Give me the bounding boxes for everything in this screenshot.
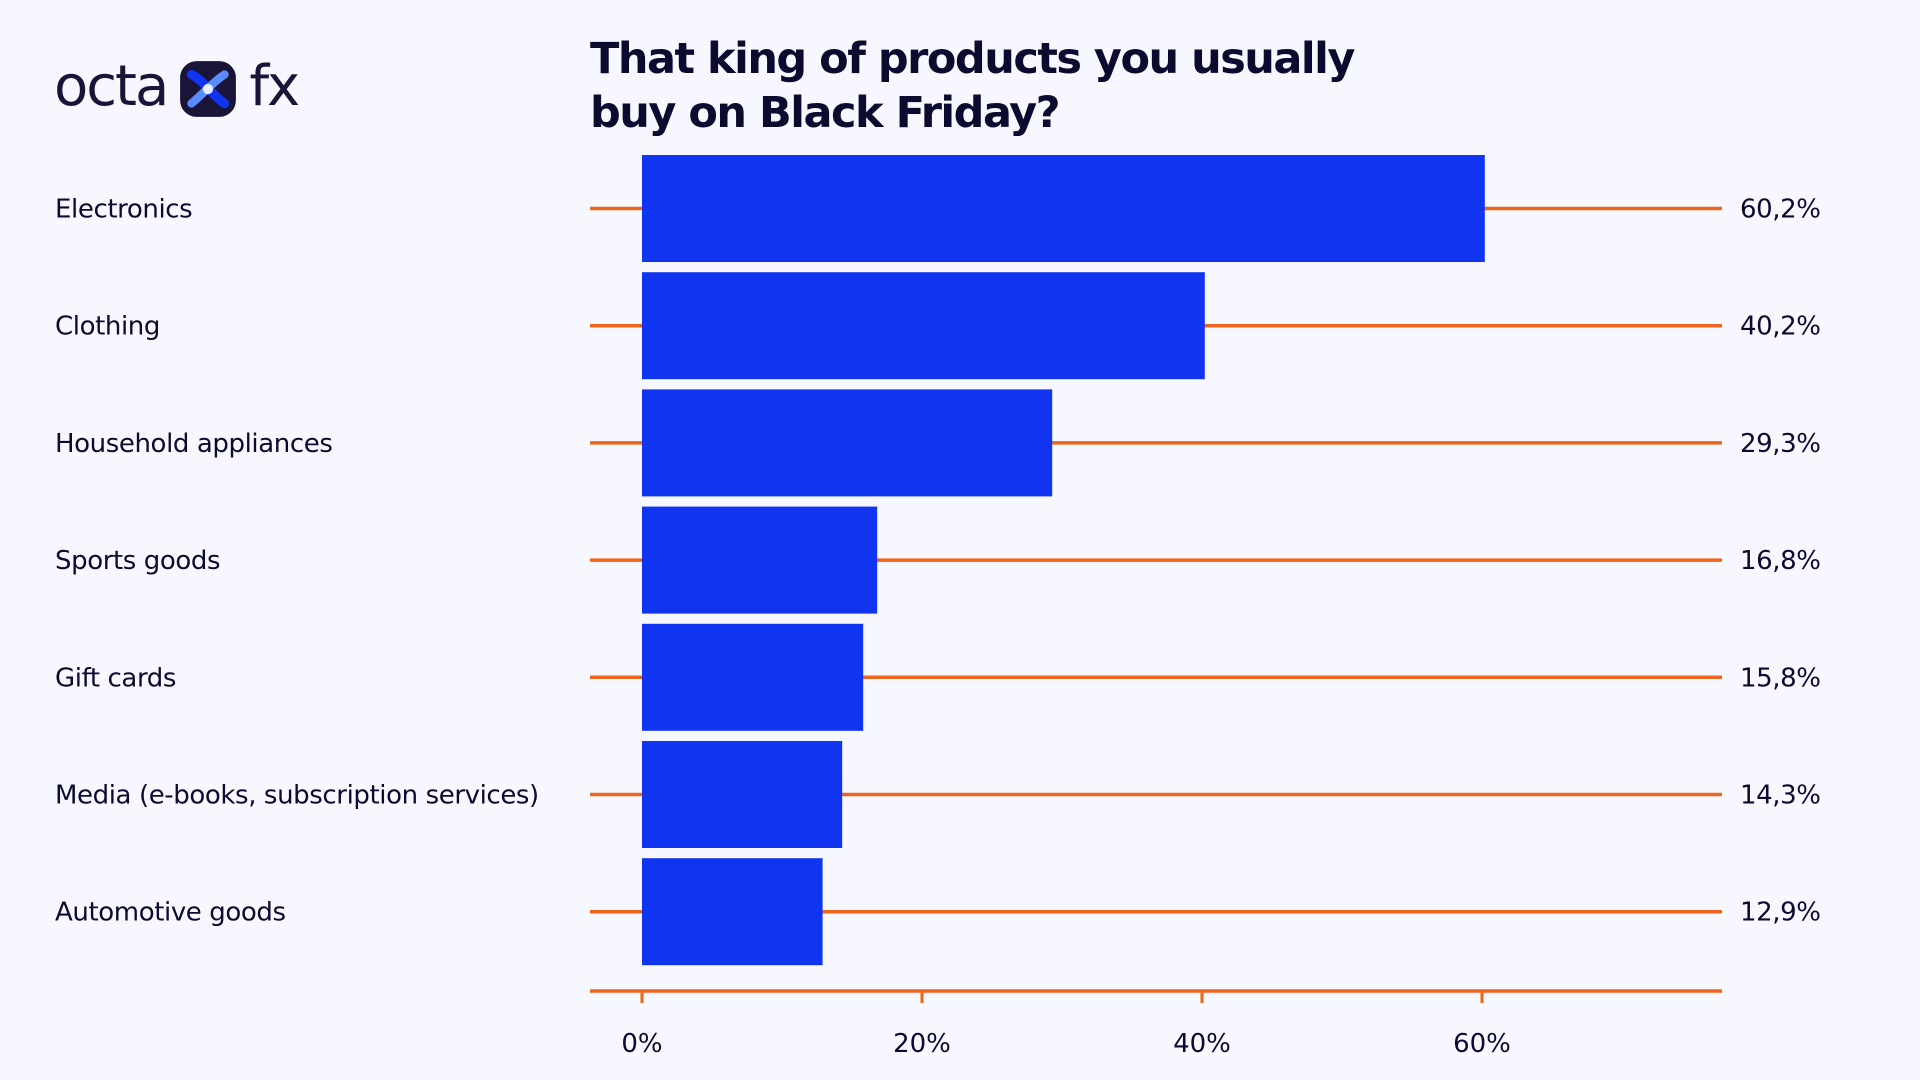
category-label: Sports goods [55,546,220,576]
x-tick-label: 0% [621,1029,662,1059]
chart-title-line-2: buy on Black Friday? [590,88,1061,138]
bar-4 [642,623,864,731]
category-label: Automotive goods [55,898,286,928]
value-label: 29,3% [1740,429,1821,459]
value-label: 15,8% [1740,663,1821,693]
category-label: Electronics [55,195,192,225]
bar-1 [642,272,1205,380]
bar-6 [642,858,823,966]
chart-title: That king of products you usually buy on… [590,32,1355,140]
x-tick-label: 40% [1173,1029,1231,1059]
value-label: 14,3% [1740,781,1821,811]
value-label: 60,2% [1740,195,1821,225]
x-tick-label: 60% [1453,1029,1511,1059]
category-label: Household appliances [55,429,333,459]
bar-0 [642,155,1485,262]
brand-text-left: octa [54,54,169,119]
value-label: 12,9% [1740,898,1821,928]
bar-5 [642,741,843,848]
value-label: 16,8% [1740,546,1821,576]
bar-2 [642,389,1053,497]
brand-logo: octa fx [54,52,300,122]
brand-mark-icon [180,61,237,117]
category-label: Media (e-books, subscription services) [55,781,539,811]
x-tick-label: 20% [893,1029,951,1059]
category-label: Clothing [55,312,160,342]
value-label: 40,2% [1740,312,1821,342]
chart-title-line-1: That king of products you usually [590,34,1355,84]
brand-text-right: fx [249,54,300,119]
bar-3 [642,506,878,614]
category-label: Gift cards [55,663,176,693]
